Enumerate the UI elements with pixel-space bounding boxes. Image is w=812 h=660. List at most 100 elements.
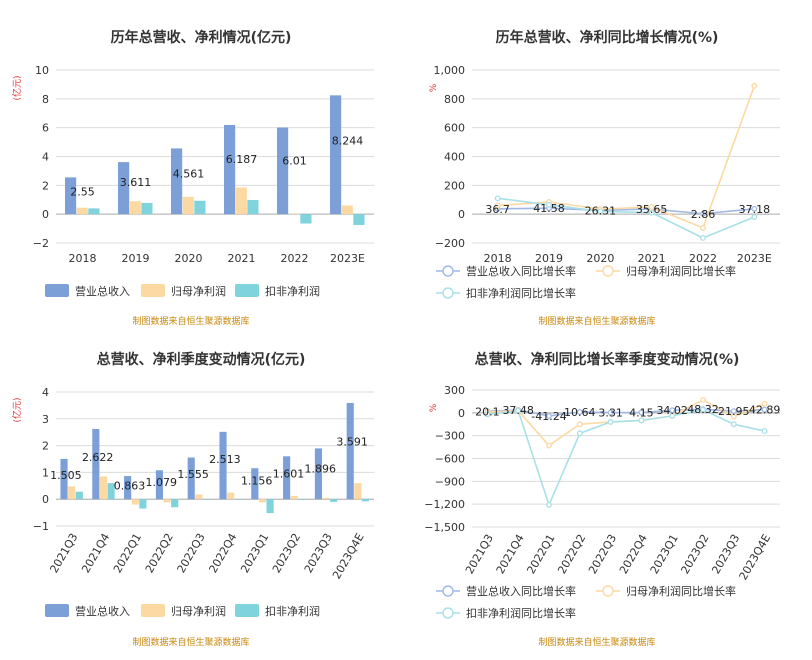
data-point bbox=[546, 201, 552, 208]
data-point bbox=[751, 82, 758, 89]
legend-label: 营业总收入同比增长率 bbox=[466, 264, 576, 278]
y-tick-label: −300 bbox=[435, 430, 465, 443]
series-line bbox=[497, 207, 755, 215]
data-point bbox=[494, 195, 501, 202]
data-label: 21.95 bbox=[718, 405, 750, 418]
y-tick-label: 200 bbox=[444, 179, 465, 192]
data-point bbox=[700, 224, 706, 231]
bar bbox=[283, 456, 291, 500]
bar bbox=[224, 124, 236, 215]
y-tick-label: −1,200 bbox=[424, 498, 465, 511]
bar bbox=[330, 95, 342, 215]
x-tick-label: 2023Q2 bbox=[270, 531, 303, 575]
y-tick-label: −1,500 bbox=[424, 521, 465, 534]
annual-revenue-profit-chart: 历年总营收、净利情况(亿元) (亿元) −2 0 2 4 6 8 10 2018 2019 2020 2… bbox=[11, 29, 374, 327]
bar bbox=[247, 200, 259, 215]
data-label: 1.896 bbox=[305, 463, 337, 476]
bar bbox=[277, 127, 289, 215]
y-tick-label: −900 bbox=[435, 475, 465, 488]
legend-label: 归母净利润同比增长率 bbox=[626, 584, 736, 598]
legend-label: 归母净利润 bbox=[171, 604, 226, 618]
x-tick-label: 2023Q3 bbox=[302, 531, 335, 575]
data-label: 34.02 bbox=[656, 404, 688, 417]
bar bbox=[75, 491, 83, 500]
data-point bbox=[700, 396, 706, 403]
y-tick-label: 3 bbox=[42, 413, 49, 426]
bar bbox=[354, 483, 362, 500]
y-tick-label: 1 bbox=[42, 466, 49, 479]
data-point bbox=[484, 411, 491, 418]
annual-growth-rate-chart: 历年总营收、净利同比增长情况(%)% −200 0 200 400 600 800 1,000… bbox=[429, 29, 780, 327]
x-tick-label: 2022Q3 bbox=[175, 531, 208, 575]
data-point bbox=[648, 209, 655, 216]
bar bbox=[171, 499, 179, 508]
y-tick-label: −200 bbox=[435, 237, 465, 250]
x-tick-label: 2019 bbox=[535, 252, 563, 265]
chart-title: 总营收、净利季度变动情况(亿元) bbox=[97, 351, 306, 368]
data-point bbox=[597, 208, 604, 215]
data-point bbox=[607, 409, 614, 416]
series-line bbox=[497, 197, 755, 239]
legend-swatch bbox=[235, 284, 259, 297]
data-label: 1.601 bbox=[273, 467, 305, 480]
bar bbox=[124, 476, 132, 500]
x-tick-label: 2023Q4E bbox=[330, 531, 367, 581]
bar bbox=[251, 468, 259, 500]
data-label: 10.64 bbox=[564, 406, 596, 419]
data-label: 1.079 bbox=[146, 476, 178, 489]
data-label: 3.31 bbox=[598, 407, 623, 420]
unit-label: % bbox=[429, 403, 439, 412]
bar bbox=[298, 499, 306, 500]
data-point bbox=[494, 202, 501, 209]
legend-label: 归母净利润 bbox=[171, 284, 226, 298]
data-label: 3.591 bbox=[336, 435, 368, 448]
x-tick-label: 2022Q1 bbox=[525, 532, 558, 576]
data-point bbox=[669, 407, 676, 414]
data-point bbox=[761, 400, 768, 407]
y-tick-label: −2 bbox=[33, 237, 49, 250]
bar bbox=[195, 494, 203, 500]
bar bbox=[139, 499, 147, 509]
bar bbox=[341, 205, 353, 215]
data-label: 0.863 bbox=[114, 479, 146, 492]
bar bbox=[227, 492, 235, 500]
series-line bbox=[487, 408, 765, 417]
bar bbox=[92, 428, 100, 500]
x-tick-label: 2022Q2 bbox=[555, 532, 588, 576]
data-label: 20.1 bbox=[475, 405, 500, 418]
x-tick-label: 2019 bbox=[122, 252, 150, 265]
series-line bbox=[487, 408, 765, 508]
quarterly-growth-rate-chart: 总营收、净利同比增长率季度变动情况(%)% −1,500 −1,200 −900 −60… bbox=[424, 351, 780, 648]
legend-label: 营业总收入同比增长率 bbox=[466, 584, 576, 598]
x-tick-label: 2023Q1 bbox=[238, 531, 271, 575]
legend-marker bbox=[442, 585, 454, 597]
y-tick-label: 4 bbox=[42, 386, 49, 399]
data-point bbox=[751, 214, 758, 220]
x-tick-label: 2022Q4 bbox=[617, 532, 650, 576]
data-point bbox=[730, 421, 737, 428]
unit-label: % bbox=[429, 83, 439, 92]
x-tick-label: 2020 bbox=[586, 252, 614, 265]
bar bbox=[314, 448, 322, 500]
x-tick-label: 2021Q3 bbox=[463, 532, 496, 576]
chart-title: 历年总营收、净利情况(亿元) bbox=[111, 29, 292, 46]
data-label: 1.555 bbox=[177, 468, 209, 481]
y-tick-label: 0 bbox=[42, 493, 49, 506]
data-point bbox=[515, 407, 522, 414]
x-tick-label: 2022 bbox=[689, 252, 717, 265]
data-label: 26.31 bbox=[585, 204, 617, 217]
bar bbox=[118, 162, 130, 215]
bar bbox=[322, 497, 330, 500]
source-note: 制图数据来自恒生聚源数据库 bbox=[538, 636, 655, 648]
x-tick-label: 2023Q3 bbox=[709, 532, 742, 576]
data-label: 2.622 bbox=[82, 451, 114, 464]
data-point bbox=[638, 409, 645, 416]
bar bbox=[129, 201, 141, 215]
bar bbox=[182, 196, 194, 215]
data-label: 35.65 bbox=[636, 203, 668, 216]
data-label: 6.187 bbox=[226, 153, 258, 166]
bar bbox=[300, 214, 312, 224]
data-point bbox=[761, 406, 768, 413]
x-tick-label: 2021Q3 bbox=[47, 531, 80, 575]
